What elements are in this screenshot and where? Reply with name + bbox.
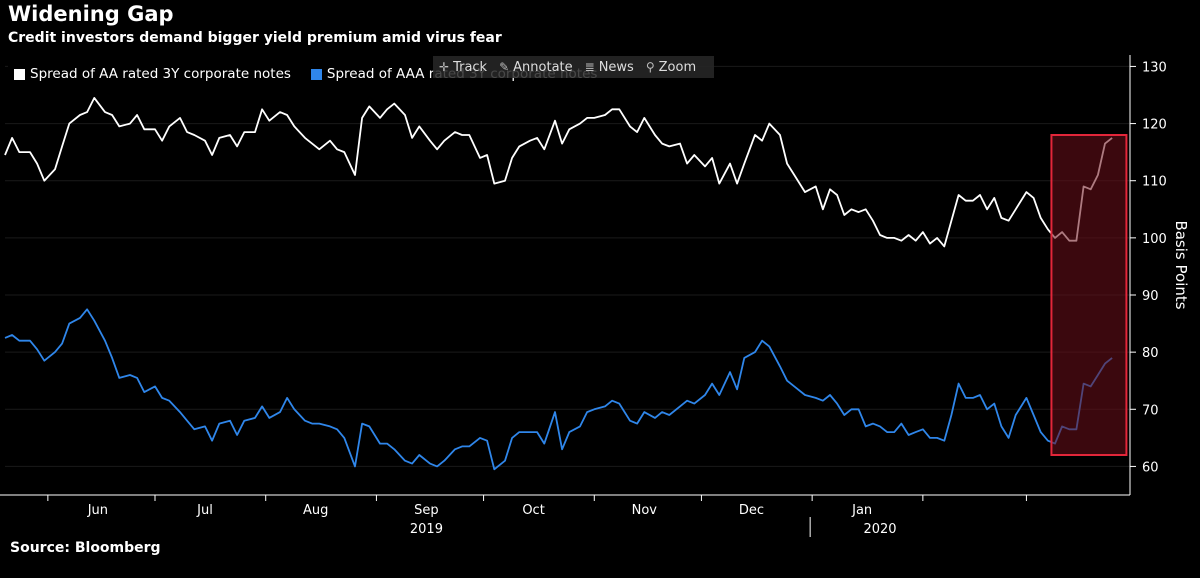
zoom-button[interactable]: ⚲ Zoom [646, 60, 696, 75]
y-tick-label: 120 [1142, 118, 1167, 133]
chart-title: Widening Gap [8, 2, 174, 26]
y-tick-label: 70 [1142, 403, 1159, 418]
magnifier-icon: ⚲ [645, 60, 655, 74]
x-tick-label: Dec [739, 503, 764, 518]
track-button[interactable]: ✛ Track [439, 60, 487, 75]
x-year-label: 2020 [863, 522, 896, 537]
chart-toolbar: ✛ Track ✎ Annotate ≣ News ⚲ Zoom [433, 56, 715, 78]
axes: 60 70 80 90 100 110 120 130 Basis Points Jun Jul Au… [0, 55, 1190, 537]
x-tick-label: Nov [632, 503, 658, 518]
x-tick-label: Sep [414, 503, 439, 518]
x-tick-label: Jul [196, 503, 213, 518]
x-tick-label: Aug [303, 503, 328, 518]
news-icon: ≣ [584, 60, 595, 74]
y-tick-label: 80 [1142, 346, 1159, 361]
chart-subtitle: Credit investors demand bigger yield pre… [8, 30, 502, 46]
y-tick-label: 90 [1142, 289, 1159, 304]
highlight-box [1050, 134, 1128, 456]
legend-swatch-aa [14, 68, 25, 80]
series-layer [4, 97, 1113, 471]
source-label: Source: [10, 540, 70, 556]
x-year-label: 2019 [410, 522, 443, 537]
source-note: Source: Bloomberg [10, 540, 161, 556]
gridlines [5, 65, 1130, 467]
legend-item-aa[interactable]: Spread of AA rated 3Y corporate notes [8, 66, 291, 82]
zoom-label: Zoom [658, 59, 697, 75]
y-tick-label: 130 [1142, 60, 1167, 75]
news-label: News [598, 59, 634, 75]
x-tick-label: Jan [851, 503, 872, 518]
y-axis-title: Basis Points [1172, 220, 1190, 309]
series-line-aaa [4, 308, 1113, 471]
legend-label-aa: Spread of AA rated 3Y corporate notes [30, 66, 291, 82]
series-line-aa [4, 97, 1113, 248]
y-tick-label: 100 [1142, 232, 1167, 247]
source-name: Bloomberg [74, 540, 161, 556]
annotate-button[interactable]: ✎ Annotate [499, 60, 573, 75]
y-tick-label: 60 [1142, 460, 1159, 475]
x-tick-label: Oct [522, 503, 544, 518]
pencil-icon: ✎ [499, 60, 510, 74]
x-tick-label: Jun [87, 503, 108, 518]
annotate-label: Annotate [513, 59, 573, 75]
news-button[interactable]: ≣ News [585, 60, 634, 75]
legend-swatch-aaa [310, 68, 322, 80]
y-tick-label: 110 [1142, 175, 1167, 190]
track-label: Track [453, 59, 488, 75]
crosshair-icon: ✛ [439, 60, 450, 74]
